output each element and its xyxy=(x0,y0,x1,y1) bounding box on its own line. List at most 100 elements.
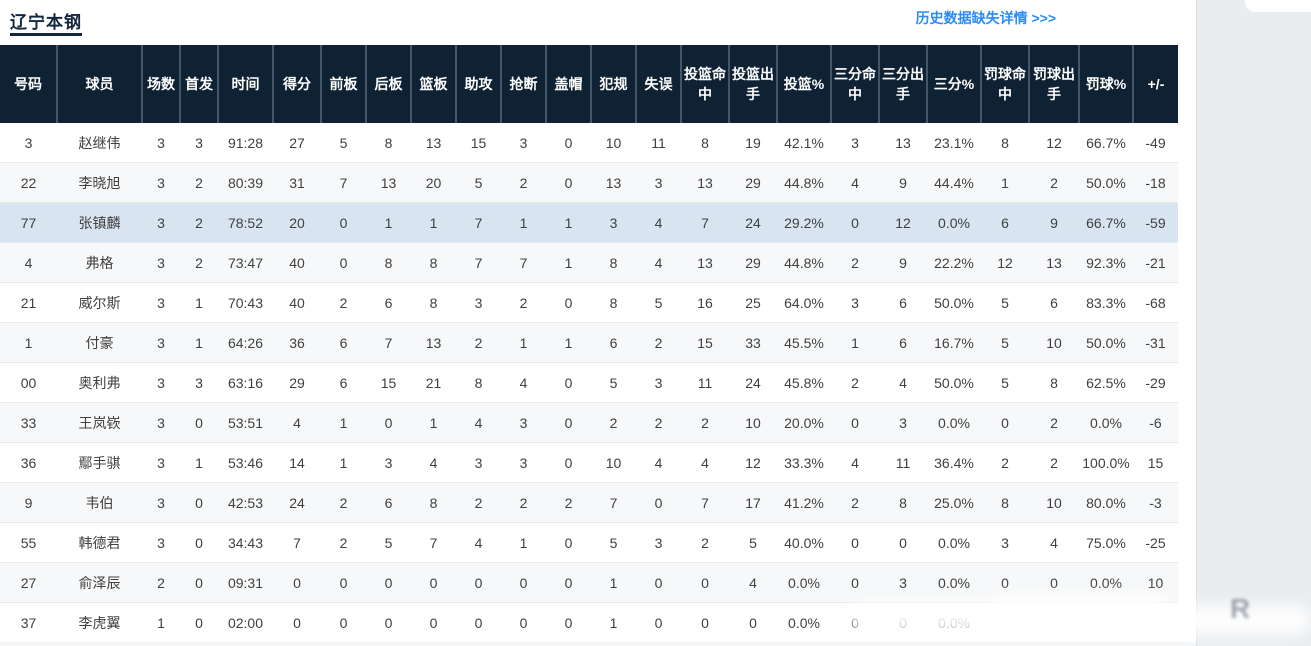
table-cell: 50.0% xyxy=(1079,162,1133,203)
table-cell: 7 xyxy=(456,202,501,243)
table-cell: 16 xyxy=(681,282,729,323)
table-cell: 0 xyxy=(831,562,879,603)
table-cell: 0 xyxy=(180,602,218,643)
table-cell: 8 xyxy=(879,482,927,523)
table-cell: 2 xyxy=(546,482,591,523)
table-cell: 李晓旭 xyxy=(57,162,142,203)
table-row[interactable]: 21 威尔斯 3 1 70:43 40 2 6 8 3 2 0 8 5 16 25 64.0% 3 6 50.0% 5 6… xyxy=(0,282,1178,323)
table-cell: 64:26 xyxy=(218,322,273,363)
table-cell: 4 xyxy=(879,362,927,403)
table-cell: 4 xyxy=(273,402,321,443)
table-cell: 20 xyxy=(273,202,321,243)
table-cell: 44.8% xyxy=(777,162,831,203)
table-cell: 9 xyxy=(1029,202,1079,243)
table-row[interactable]: 27 俞泽辰 2 0 09:31 0 0 0 0 0 0 0 1 0 0 4 0.0% 0 3 0.0% 0 0 0.0% 1… xyxy=(0,562,1178,603)
table-cell: 0 xyxy=(321,562,366,603)
table-cell: 33 xyxy=(729,322,777,363)
table-cell: 1 xyxy=(180,322,218,363)
table-cell: 53:46 xyxy=(218,442,273,483)
table-cell: 53:51 xyxy=(218,402,273,443)
table-cell: 8 xyxy=(591,282,636,323)
table-row[interactable]: 36 鄢手骐 3 1 53:46 14 1 3 4 3 3 0 10 4 4 12 33.3% 4 11 36.4% 2… xyxy=(0,442,1178,483)
table-cell: 0 xyxy=(456,602,501,643)
table-cell: 0 xyxy=(456,562,501,603)
table-cell: 2 xyxy=(501,162,546,203)
table-row[interactable]: 9 韦伯 3 0 42:53 24 2 6 8 2 2 2 7 0 7 17 41.2% 2 8 25.0% 8 10 80… xyxy=(0,482,1178,523)
table-row[interactable]: 3 赵继伟 3 3 91:28 27 5 8 13 15 3 0 10 11 8 19 42.1% 3 13 23.1… xyxy=(0,123,1178,163)
table-cell: 弗格 xyxy=(57,242,142,283)
table-cell: 0.0% xyxy=(777,562,831,603)
table-cell: 8 xyxy=(1029,362,1079,403)
column-header: 场数 xyxy=(142,45,181,123)
table-cell: 3 xyxy=(501,402,546,443)
table-cell: 5 xyxy=(321,123,366,163)
table-row[interactable]: 00 奥利弗 3 3 63:16 29 6 15 21 8 4 0 5 3 11 24 45.8% 2 4 50.0%… xyxy=(0,362,1178,403)
table-cell: 2 xyxy=(180,202,218,243)
column-header: 得分 xyxy=(273,45,322,123)
table-cell: 4 xyxy=(1029,522,1079,563)
table-cell: 15 xyxy=(366,362,411,403)
table-cell: 2 xyxy=(501,482,546,523)
column-header: 助攻 xyxy=(456,45,502,123)
table-row[interactable]: 77 张镇麟 3 2 78:52 20 0 1 1 7 1 1 3 4 7 24 29.2% 0 12 0.0% 6 9 6… xyxy=(0,202,1178,243)
table-cell: 8 xyxy=(681,123,729,163)
table-cell: 7 xyxy=(501,242,546,283)
table-cell: 42:53 xyxy=(218,482,273,523)
column-header: 投篮出手 xyxy=(729,45,778,123)
table-cell: 0 xyxy=(321,202,366,243)
table-cell: 22.2% xyxy=(927,242,981,283)
table-cell: 2 xyxy=(456,322,501,363)
table-cell: 2 xyxy=(321,482,366,523)
table-row[interactable]: 37 李虎翼 1 0 02:00 0 0 0 0 0 0 0 1 0 0 0 0.0% 0 0 0.0% xyxy=(0,602,1178,643)
table-cell: 45.8% xyxy=(777,362,831,403)
table-cell: 02:00 xyxy=(218,602,273,643)
table-cell: 3 xyxy=(142,242,180,283)
title-underline xyxy=(10,33,82,36)
table-cell: 0 xyxy=(879,602,927,643)
table-cell: 5 xyxy=(636,282,681,323)
table-row[interactable]: 22 李晓旭 3 2 80:39 31 7 13 20 5 2 0 13 3 13 29 44.8% 4 9 44.4… xyxy=(0,162,1178,203)
table-cell: 2 xyxy=(636,322,681,363)
table-cell: 4 xyxy=(636,242,681,283)
table-cell: 0 xyxy=(273,602,321,643)
table-cell: 3 xyxy=(636,162,681,203)
table-cell: 0 xyxy=(546,162,591,203)
history-data-missing-link[interactable]: 历史数据缺失详情 >>> xyxy=(915,10,1056,26)
column-header: 篮板 xyxy=(411,45,457,123)
table-cell: 5 xyxy=(366,522,411,563)
table-cell: 0 xyxy=(366,602,411,643)
table-cell: 29.2% xyxy=(777,202,831,243)
table-cell: 0 xyxy=(831,402,879,443)
table-cell: 16.7% xyxy=(927,322,981,363)
table-cell: 8 xyxy=(981,123,1029,163)
table-cell: 11 xyxy=(879,442,927,483)
table-cell: 0.0% xyxy=(927,522,981,563)
table-cell: 1 xyxy=(981,162,1029,203)
table-cell: 10 xyxy=(591,442,636,483)
table-cell: 0 xyxy=(501,602,546,643)
table-cell: 4 xyxy=(636,442,681,483)
table-cell: 12 xyxy=(879,202,927,243)
table-cell: 0 xyxy=(546,282,591,323)
table-row[interactable]: 4 弗格 3 2 73:47 40 0 8 8 7 7 1 8 4 13 29 44.8% 2 9 22.2% 12 13… xyxy=(0,242,1178,283)
table-cell: 2 xyxy=(591,402,636,443)
table-cell: -59 xyxy=(1133,202,1178,243)
table-cell xyxy=(1133,602,1178,643)
table-cell: 9 xyxy=(879,242,927,283)
table-cell: 80:39 xyxy=(218,162,273,203)
table-cell: 1 xyxy=(321,442,366,483)
table-cell: 赵继伟 xyxy=(57,123,142,163)
table-cell xyxy=(1029,602,1079,643)
table-cell: 33.3% xyxy=(777,442,831,483)
table-row[interactable]: 55 韩德君 3 0 34:43 7 2 5 7 4 1 0 5 3 2 5 40.0% 0 0 0.0% 3 4 75.0… xyxy=(0,522,1178,563)
table-row[interactable]: 33 王岚嵚 3 0 53:51 4 1 0 1 4 3 0 2 2 2 10 20.0% 0 3 0.0% 0 2 0.0… xyxy=(0,402,1178,443)
table-cell: 12 xyxy=(729,442,777,483)
table-cell: 0 xyxy=(411,562,456,603)
table-cell: 36 xyxy=(0,442,57,483)
table-cell: 0.0% xyxy=(927,562,981,603)
table-cell: 0 xyxy=(411,602,456,643)
table-row[interactable]: 1 付豪 3 1 64:26 36 6 7 13 2 1 1 6 2 15 33 45.5% 1 6 16.7% 5 10… xyxy=(0,322,1178,363)
table-cell: 8 xyxy=(456,362,501,403)
table-cell: 0 xyxy=(366,562,411,603)
